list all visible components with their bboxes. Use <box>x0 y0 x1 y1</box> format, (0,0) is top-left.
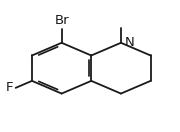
Text: Br: Br <box>54 14 69 27</box>
Text: N: N <box>124 36 134 49</box>
Text: F: F <box>6 81 14 94</box>
